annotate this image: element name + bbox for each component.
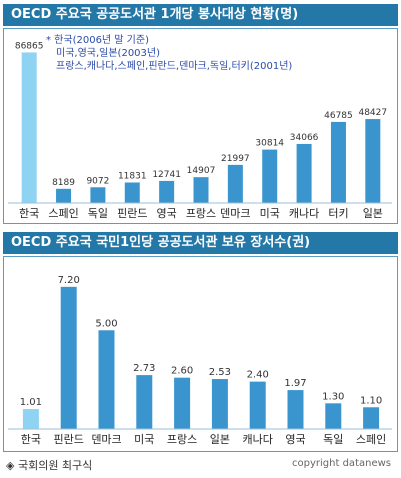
value-label: 2.53 [209, 367, 231, 378]
category-label: 프랑스 [167, 433, 197, 446]
chart1-notes: * 한국(2006년 말 기준) 미국,영국,일본(2003년) 프랑스,캐나다… [46, 34, 382, 73]
value-label: 14907 [187, 166, 216, 176]
category-label: 영국 [157, 207, 177, 220]
value-label: 12741 [152, 170, 181, 180]
bar-독일 [90, 187, 106, 203]
category-label: 미국 [260, 207, 280, 220]
note-line: 프랑스,캐나다,스페인,핀란드,덴마크,독일,터키(2001년) [56, 61, 293, 72]
bar-터키 [330, 121, 346, 203]
bar-한국 [21, 52, 37, 204]
bar-일본 [365, 119, 381, 203]
bar-영국 [287, 390, 304, 429]
copyright-text: copyright datanews [292, 458, 391, 469]
source-credit: ◈ 국회의원 최구식 [6, 459, 93, 472]
bar-미국 [136, 375, 153, 429]
chart2-plot: 1.01 한국 7.20 핀란드 5.00 덴마크 2.73 미국 2.60 프랑스 2.53 일본 2… [8, 275, 392, 446]
category-label: 덴마크 [91, 433, 121, 446]
bar-프랑스 [174, 377, 191, 429]
chart2-title: OECD 주요국 국민1인당 공공도서관 보유 장서수(권) [3, 232, 398, 254]
category-label: 한국 [19, 207, 39, 220]
category-label: 핀란드 [117, 207, 147, 220]
category-label: 터키 [328, 207, 348, 220]
chart2-panel: 1.01 한국 7.20 핀란드 5.00 덴마크 2.73 미국 2.60 프랑스 2.53 일본 2… [3, 256, 398, 452]
category-label: 프랑스 [186, 207, 216, 220]
value-label: 30814 [255, 139, 284, 149]
category-label: 일본 [210, 432, 230, 446]
bar-일본 [211, 379, 228, 429]
footer: ◈ 국회의원 최구식 copyright datanews [0, 454, 401, 476]
value-label: 34066 [290, 133, 319, 143]
category-label: 일본 [363, 206, 383, 220]
category-label: 미국 [134, 433, 154, 446]
note-line: 미국,영국,일본(2003년) [56, 48, 161, 59]
value-label: 1.01 [20, 397, 42, 408]
value-label: 7.20 [58, 275, 80, 286]
value-label: 46785 [324, 111, 353, 121]
value-label: 86865 [15, 41, 44, 51]
chart1-panel: 86865 한국 8189 스페인 9072 독일 11831 핀란드 12741 영국 14907… [3, 28, 398, 224]
bar-독일 [325, 403, 342, 429]
bar-덴마크 [227, 164, 243, 203]
bar-핀란드 [60, 286, 77, 429]
bar-덴마크 [98, 330, 115, 429]
bar-캐나다 [249, 381, 266, 429]
value-label: 11831 [118, 171, 147, 181]
value-label: 21997 [221, 154, 250, 164]
category-label: 독일 [88, 206, 108, 220]
category-label: 캐나다 [289, 207, 319, 220]
value-label: 48427 [358, 108, 387, 118]
value-label: 1.30 [322, 391, 344, 402]
value-label: 9072 [86, 176, 109, 186]
value-label: 1.97 [284, 378, 306, 389]
chart1-title: OECD 주요국 공공도서관 1개당 봉사대상 현황(명) [3, 4, 398, 26]
bar-캐나다 [296, 143, 312, 203]
value-label: 2.60 [171, 366, 193, 377]
category-label: 스페인 [48, 207, 78, 220]
category-label: 스페인 [356, 433, 386, 446]
value-label: 8189 [52, 178, 75, 188]
category-label: 영국 [285, 433, 305, 446]
category-label: 캐나다 [243, 433, 273, 446]
bar-미국 [262, 149, 278, 203]
bar-영국 [159, 180, 175, 203]
category-label: 독일 [323, 432, 343, 446]
bar-핀란드 [124, 182, 140, 203]
bar-스페인 [56, 188, 72, 203]
category-label: 덴마크 [220, 207, 250, 220]
category-label: 한국 [21, 433, 41, 446]
bar-프랑스 [193, 177, 209, 203]
chart1-plot: 86865 한국 8189 스페인 9072 독일 11831 핀란드 12741 영국 14907… [8, 41, 392, 220]
value-label: 2.73 [133, 363, 155, 374]
value-label: 5.00 [95, 318, 117, 329]
note-line: * 한국(2006년 말 기준) [46, 35, 149, 46]
bar-한국 [22, 409, 39, 429]
value-label: 1.10 [360, 395, 382, 406]
category-label: 핀란드 [54, 433, 84, 446]
value-label: 2.40 [247, 370, 269, 381]
bar-스페인 [363, 407, 380, 429]
